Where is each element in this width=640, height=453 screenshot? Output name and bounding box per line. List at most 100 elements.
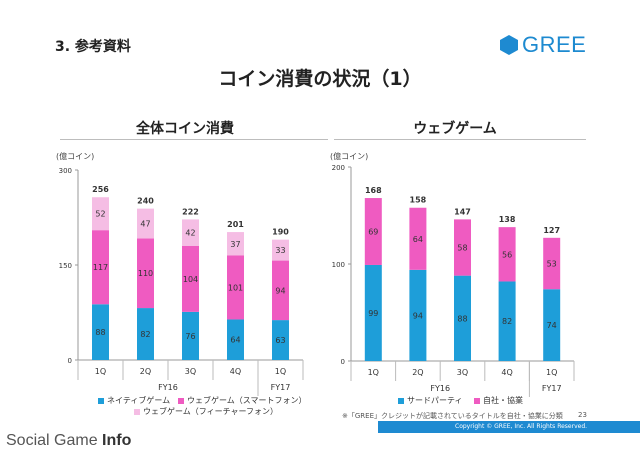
legend-item-featurephone: ウェブゲーム（フィーチャーフォン） xyxy=(134,406,278,417)
bar-segment xyxy=(272,320,289,360)
fiscal-label: FY17 xyxy=(542,384,562,393)
logo-text: GREE xyxy=(522,32,587,57)
bar-total-label: 240 xyxy=(137,197,154,206)
bar-total-label: 147 xyxy=(454,207,471,216)
watermark-text-bold: Info xyxy=(102,432,132,449)
bar-segment xyxy=(409,207,427,270)
bar-segment xyxy=(543,289,561,361)
bar-value-label: 69 xyxy=(368,228,378,237)
bar-segment xyxy=(92,197,109,231)
bar-value-label: 74 xyxy=(547,321,557,330)
y-tick-label: 0 xyxy=(341,358,345,366)
fiscal-label: FY16 xyxy=(430,384,450,393)
bar-segment xyxy=(364,198,382,265)
bar-value-label: 53 xyxy=(547,260,557,269)
x-tick-label: 4Q xyxy=(230,367,241,376)
x-tick-label: 2Q xyxy=(412,368,423,377)
bar-value-label: 82 xyxy=(502,317,512,326)
section-title: 3. 参考資料 xyxy=(55,39,131,55)
fiscal-label: FY16 xyxy=(158,383,178,392)
bar-value-label: 99 xyxy=(368,309,378,318)
bar-value-label: 82 xyxy=(140,330,150,339)
legend-label: ウェブゲーム（フィーチャーフォン） xyxy=(143,407,279,416)
x-tick-label: 3Q xyxy=(185,367,196,376)
bar-segment xyxy=(137,238,154,309)
x-tick-label: 1Q xyxy=(546,368,557,377)
x-tick-label: 2Q xyxy=(140,367,151,376)
bar-value-label: 33 xyxy=(275,246,285,255)
bar-segment xyxy=(182,311,199,360)
legend-swatch xyxy=(398,397,404,404)
x-tick-label: 1Q xyxy=(275,367,286,376)
page-number: 23 xyxy=(578,411,587,419)
x-tick-label: 4Q xyxy=(501,368,512,377)
bar-value-label: 64 xyxy=(413,235,423,244)
bar-total-label: 222 xyxy=(182,207,199,216)
bar-total-label: 256 xyxy=(92,185,109,194)
title-divider-right xyxy=(334,139,586,140)
chart-title-web: ウェブゲーム xyxy=(413,121,497,137)
legend-label: サードパーティ xyxy=(407,396,463,405)
legend-item-thirdparty: サードパーティ xyxy=(398,395,463,406)
bar-value-label: 101 xyxy=(228,283,243,292)
bar-value-label: 104 xyxy=(183,275,198,284)
bar-segment xyxy=(92,230,109,305)
fiscal-label: FY17 xyxy=(271,383,291,392)
bar-total-label: 168 xyxy=(365,186,382,195)
bar-total-label: 201 xyxy=(227,220,244,229)
legend-swatch xyxy=(474,397,480,404)
bar-value-label: 94 xyxy=(275,286,285,295)
bar-segment xyxy=(272,239,289,261)
bar-value-label: 117 xyxy=(93,263,108,272)
footnote: ※「GREE」クレジットが記載されているタイトルを自社・協業に分類 xyxy=(342,412,563,420)
bar-segment xyxy=(543,237,561,290)
bar-segment xyxy=(137,208,154,239)
bar-value-label: 37 xyxy=(230,240,240,249)
legend-item-smartphone: ウェブゲーム（スマートフォン） xyxy=(178,395,307,406)
unit-label-left: (億コイン) xyxy=(56,152,95,161)
y-tick-label: 100 xyxy=(332,261,345,269)
bar-segment xyxy=(409,269,427,361)
page-title: コイン消費の状況（1） xyxy=(218,68,422,90)
legend-label: ウェブゲーム（スマートフォン） xyxy=(187,396,307,405)
copyright: Copyright © GREE, Inc. All Rights Reserv… xyxy=(455,423,588,430)
bar-value-label: 88 xyxy=(457,314,467,323)
watermark-text: Social Game xyxy=(6,432,103,449)
bar-segment xyxy=(454,275,471,361)
bar-segment xyxy=(272,260,289,321)
unit-label-right: (億コイン) xyxy=(330,152,369,161)
bar-segment xyxy=(498,281,516,361)
bar-value-label: 110 xyxy=(138,269,153,278)
bar-segment xyxy=(227,255,244,320)
bar-total-label: 190 xyxy=(272,228,289,237)
legend-swatch xyxy=(134,408,140,415)
bar-value-label: 64 xyxy=(230,336,240,345)
legend-label: 自社・協業 xyxy=(483,396,523,405)
bar-value-label: 42 xyxy=(185,229,195,238)
hexagon-logo-icon xyxy=(500,35,518,55)
legend-item-native: ネイティブゲーム xyxy=(98,395,170,406)
bar-total-label: 158 xyxy=(410,196,427,205)
bar-total-label: 138 xyxy=(499,215,516,224)
bar-value-label: 88 xyxy=(95,328,105,337)
x-tick-label: 1Q xyxy=(368,368,379,377)
x-tick-label: 3Q xyxy=(457,368,468,377)
bar-segment xyxy=(498,227,516,282)
bar-segment xyxy=(182,246,199,312)
legend-swatch xyxy=(178,397,184,404)
bar-value-label: 52 xyxy=(95,210,105,219)
bar-segment xyxy=(92,304,109,360)
bar-value-label: 76 xyxy=(185,332,195,341)
bar-value-label: 58 xyxy=(457,244,467,253)
bar-value-label: 47 xyxy=(140,220,150,229)
bar-value-label: 94 xyxy=(413,311,423,320)
bar-segment xyxy=(182,219,199,246)
legend-swatch xyxy=(98,397,104,404)
legend-label: ネイティブゲーム xyxy=(107,396,171,405)
bar-value-label: 63 xyxy=(275,336,285,345)
watermark: Social Game Info xyxy=(6,432,131,450)
bar-segment xyxy=(137,308,154,360)
chart-web-game: 0 100 200 99 69 168 1Q 94 64 158 2Q 88 58 147 3Q 82 56 13… xyxy=(332,164,575,397)
y-tick-label: 150 xyxy=(59,262,72,270)
bar-total-label: 127 xyxy=(543,226,560,235)
